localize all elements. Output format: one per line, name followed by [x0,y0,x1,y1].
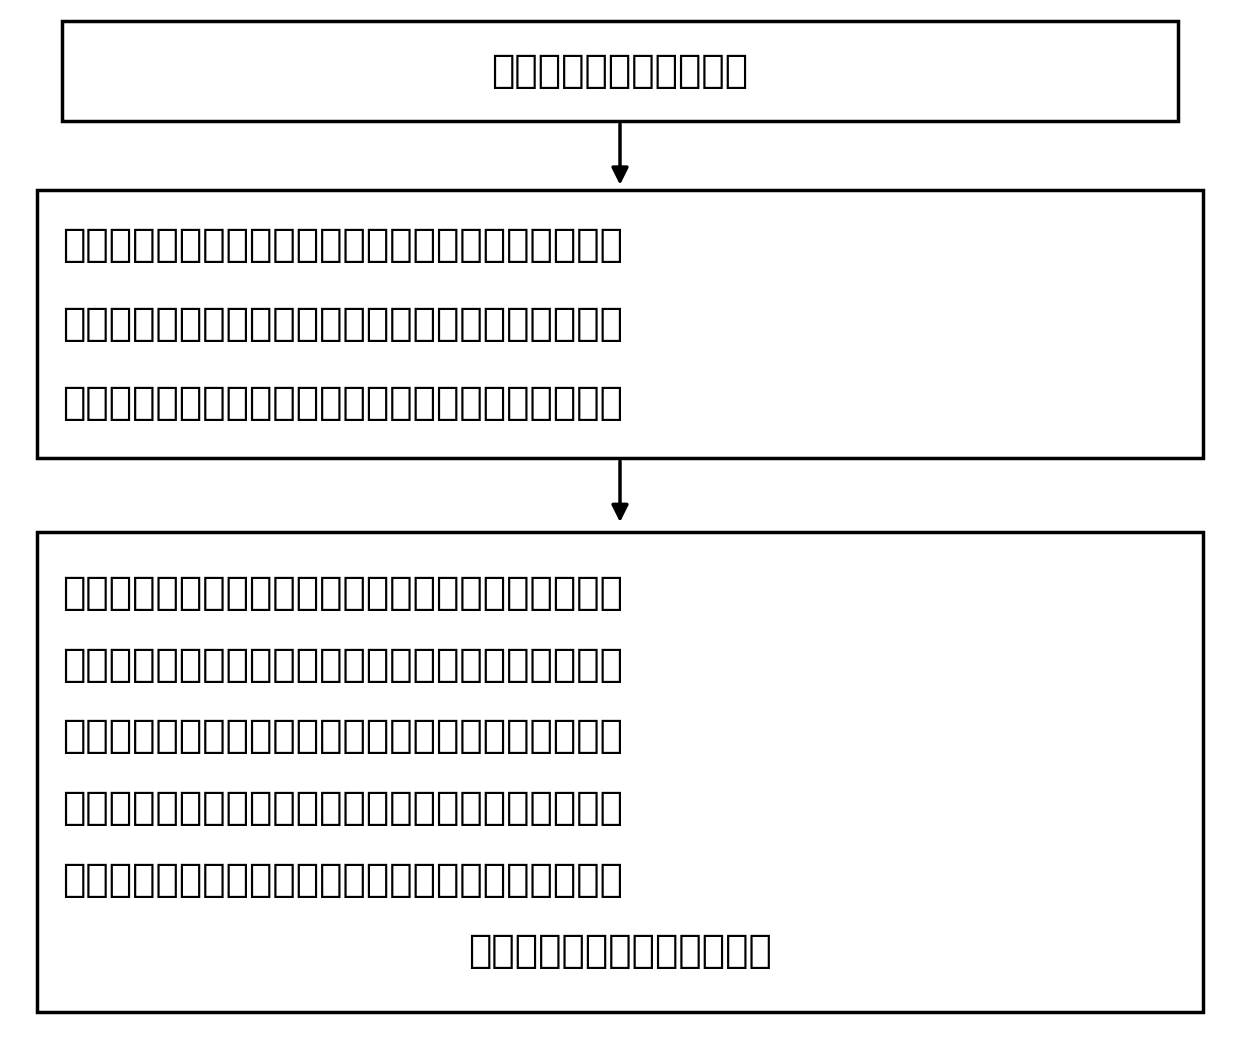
Bar [37,190,1203,458]
Text: 围内，其中，所述实时压差为电堆入口实时氢气压力与: 围内，其中，所述实时压差为电堆入口实时氢气压力与 [62,860,622,899]
Text: 根据所述输出电流确定电堆入口所需空气流量和电堆入: 根据所述输出电流确定电堆入口所需空气流量和电堆入 [62,226,622,265]
Text: 压力对燃料电池氢气供给进行调节，使调节后的电堆入: 压力对燃料电池氢气供给进行调节，使调节后的电堆入 [62,717,622,756]
Text: 电堆入口实时空气压力的差值: 电堆入口实时空气压力的差值 [467,932,773,971]
Text: 定电堆入口所需氢气压力，根据所述电堆入口所需氢气: 定电堆入口所需氢气压力，根据所述电堆入口所需氢气 [62,645,622,684]
Text: 获取燃料电池的输出电流: 获取燃料电池的输出电流 [491,52,749,91]
Bar [62,21,1178,121]
Text: 口实时压差与所述氢气空气预设压差的差值位于预设范: 口实时压差与所述氢气空气预设压差的差值位于预设范 [62,788,622,827]
Text: 根据所述电堆入口所需空气压力和氢气空气预设压差确: 根据所述电堆入口所需空气压力和氢气空气预设压差确 [62,573,622,612]
Bar [37,532,1203,1012]
Text: 口所需空气压力，根据所述电堆入口所需空气流量和所: 口所需空气压力，根据所述电堆入口所需空气流量和所 [62,305,622,344]
Text: 述电堆入口所需空气压力对燃料电池空气供给进行调节: 述电堆入口所需空气压力对燃料电池空气供给进行调节 [62,384,622,423]
